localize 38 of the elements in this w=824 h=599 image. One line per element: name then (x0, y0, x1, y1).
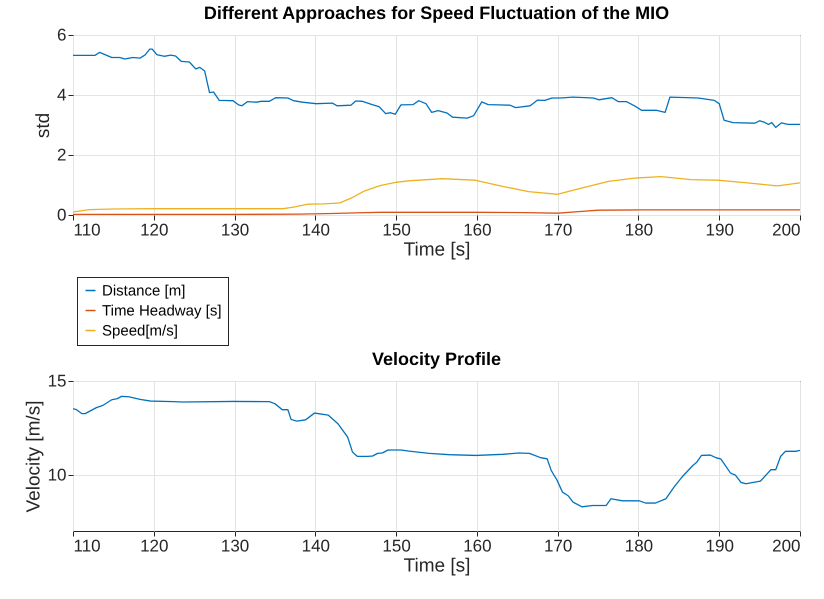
x-tick-label: 200 (772, 536, 800, 556)
y-tick-label: 15 (48, 372, 66, 390)
x-tick-label: 170 (544, 220, 572, 240)
x-tick-label: 160 (463, 220, 492, 240)
line-series (73, 396, 800, 508)
legend-label: Distance [m] (102, 282, 186, 300)
y-tick-label: 4 (57, 86, 66, 104)
x-tick-label: 130 (220, 220, 250, 240)
x-tick-label: 200 (772, 220, 800, 240)
x-tick-label: 150 (382, 536, 411, 556)
y-tick-label: 2 (57, 146, 66, 164)
chart-title: Different Approaches for Speed Fluctuation of the MIO (204, 3, 670, 23)
y-tick-label: 10 (48, 465, 66, 484)
line-series (73, 48, 800, 128)
x-tick-label: 140 (302, 220, 330, 240)
legend-label: Speed[m/s] (102, 322, 178, 340)
y-axis-title: std (33, 112, 54, 138)
x-tick-label: 190 (706, 536, 734, 556)
y-tick-label: 0 (57, 206, 66, 224)
y-tick-label: 6 (57, 26, 66, 44)
x-tick-label: 180 (624, 220, 654, 240)
x-tick-label: 170 (544, 536, 572, 556)
line-series (73, 176, 800, 213)
x-tick-label: 120 (140, 220, 168, 240)
legend-label: Time Headway [s] (102, 302, 222, 320)
x-tick-label: 120 (140, 536, 168, 556)
x-tick-label: 190 (706, 220, 734, 240)
x-tick-label: 130 (220, 536, 250, 556)
y-axis-title: Velocity [m/s] (24, 400, 45, 512)
x-tick-label: 110 (74, 536, 101, 556)
x-axis-title: Time [s] (404, 556, 470, 576)
x-axis-title: Time [s] (404, 240, 470, 260)
x-tick-label: 160 (463, 536, 492, 556)
x-tick-label: 180 (624, 536, 654, 556)
x-tick-label: 140 (302, 536, 330, 556)
x-tick-label: 150 (382, 220, 411, 240)
x-tick-label: 110 (74, 220, 101, 240)
chart-title: Velocity Profile (372, 349, 502, 369)
